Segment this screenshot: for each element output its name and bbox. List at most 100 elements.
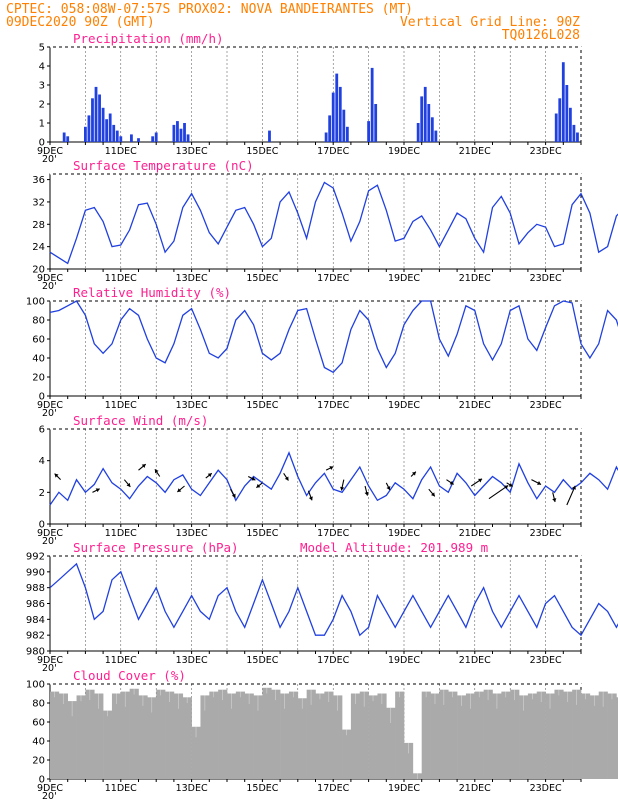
wind-arrow-head [251, 476, 256, 481]
precip-bar [268, 130, 271, 142]
y-tick-label: 0 [39, 775, 45, 786]
precip-bar [561, 62, 565, 143]
precip-bar [423, 86, 427, 142]
cloud-bar [173, 693, 184, 779]
cloud-bar [138, 695, 148, 779]
x-date-label: 23DEC [530, 783, 562, 794]
cloud-bar [448, 691, 458, 779]
cloud-bar [395, 691, 405, 779]
x-year-label: 20' [42, 791, 57, 800]
header-run-date: 09DEC2020 90Z (GMT) [6, 15, 155, 30]
y-tick-label: 24 [32, 242, 45, 253]
cloud-bar [227, 693, 237, 779]
cloud-bar [536, 691, 546, 779]
cloud-bar [554, 689, 564, 779]
x-date-label: 21DEC [459, 146, 491, 157]
cloud-bar [103, 710, 113, 779]
wind-arrow-head [430, 492, 435, 497]
y-tick-label: 990 [26, 567, 45, 578]
precip-bar [565, 85, 569, 142]
cloud-bar [191, 726, 201, 779]
cloud-bar [439, 689, 449, 779]
cloud-bar [598, 691, 608, 779]
x-date-label: 17DEC [317, 400, 349, 411]
precip-bar [331, 92, 335, 142]
x-date-label: 21DEC [459, 273, 491, 284]
precip-bar [101, 107, 105, 142]
precip-bar [105, 119, 109, 142]
pres-title: Surface Pressure (hPa) [73, 540, 239, 555]
x-date-label: 23DEC [530, 273, 562, 284]
y-tick-label: 980 [26, 647, 45, 658]
x-date-label: 19DEC [388, 528, 420, 539]
x-date-label: 15DEC [246, 528, 278, 539]
cloud-bar [253, 695, 263, 779]
x-date-label: 19DEC [388, 783, 420, 794]
precip-bar [183, 123, 186, 142]
x-date-label: 13DEC [176, 146, 208, 157]
precip-bar [434, 130, 438, 142]
cloud-bar [76, 695, 86, 779]
y-tick-label: 5 [39, 43, 45, 54]
rh-title: Relative Humidity (%) [73, 285, 231, 300]
x-date-label: 21DEC [459, 400, 491, 411]
rh-series-line [49, 300, 618, 374]
precip-bar [112, 124, 116, 142]
cloud-bar [545, 693, 555, 779]
pressure-panel: Surface Pressure (hPa) 980 982 984 986 988 990… [26, 540, 618, 674]
cloud-panel: Cloud Cover (%) 0 20 40 60 80 100 9DEC 11DEC 13DE… [26, 668, 618, 800]
header-location: CPTEC: 058:08W-07:57S PROX02: NOVA BANDE… [6, 2, 413, 17]
wind-arrow-head [231, 493, 236, 498]
x-date-label: 11DEC [105, 528, 137, 539]
x-date-label: 13DEC [176, 273, 208, 284]
wind-arrow-head [411, 471, 416, 476]
cloud-bar [589, 695, 599, 779]
precip-title: Precipitation (mm/h) [73, 31, 224, 46]
x-date-label: 15DEC [246, 273, 278, 284]
y-tick-label: 80 [32, 316, 45, 327]
cloud-bar [306, 689, 316, 779]
x-year-label: 20' [42, 408, 57, 419]
y-tick-label: 100 [26, 680, 45, 691]
cloud-bar [244, 693, 254, 779]
cloud-bar [288, 691, 299, 779]
x-date-label: 15DEC [246, 655, 278, 666]
x-date-label: 23DEC [530, 528, 562, 539]
cloud-bar [563, 691, 573, 779]
temp-series-line [49, 181, 618, 265]
precip-bar [186, 134, 190, 142]
precip-bar [345, 126, 349, 142]
cloud-bar [333, 695, 343, 779]
wind-arrow-head [449, 480, 454, 485]
cloud-bar [315, 693, 325, 779]
humidity-panel: Relative Humidity (%) 0 20 40 60 80 100 9DEC 11D… [26, 285, 618, 419]
x-date-label: 13DEC [176, 783, 208, 794]
plot-frame [49, 555, 582, 652]
x-date-label: 23DEC [530, 655, 562, 666]
x-year-label: 20' [42, 663, 57, 674]
cloud-bar [359, 691, 369, 779]
cloud-bar [404, 742, 414, 779]
cloud-bar [165, 691, 175, 779]
x-date-label: 13DEC [176, 528, 208, 539]
precip-bar [84, 126, 87, 142]
wind-arrow-head [478, 478, 483, 483]
x-date-label: 23DEC [530, 400, 562, 411]
wind-arrow-head [177, 488, 182, 492]
wind-panel: Surface Wind (m/s) 0 2 4 6 9DEC 11DEC 13DEC 15DE… [37, 413, 618, 547]
cloud-bar [430, 693, 440, 779]
x-date-label: 11DEC [105, 400, 137, 411]
cloud-bar [465, 693, 476, 779]
cloud-bar [377, 693, 387, 779]
y-tick-label: 40 [32, 737, 45, 748]
x-date-label: 9DEC [37, 273, 63, 284]
x-date-label: 17DEC [317, 783, 349, 794]
x-date-label: 21DEC [459, 528, 491, 539]
x-year-label: 20' [42, 281, 57, 292]
x-date-label: 15DEC [246, 783, 278, 794]
x-date-label: 15DEC [246, 146, 278, 157]
y-tick-label: 80 [32, 699, 45, 710]
wind-arrow-head [364, 491, 369, 496]
wind-arrow-head [284, 476, 289, 481]
